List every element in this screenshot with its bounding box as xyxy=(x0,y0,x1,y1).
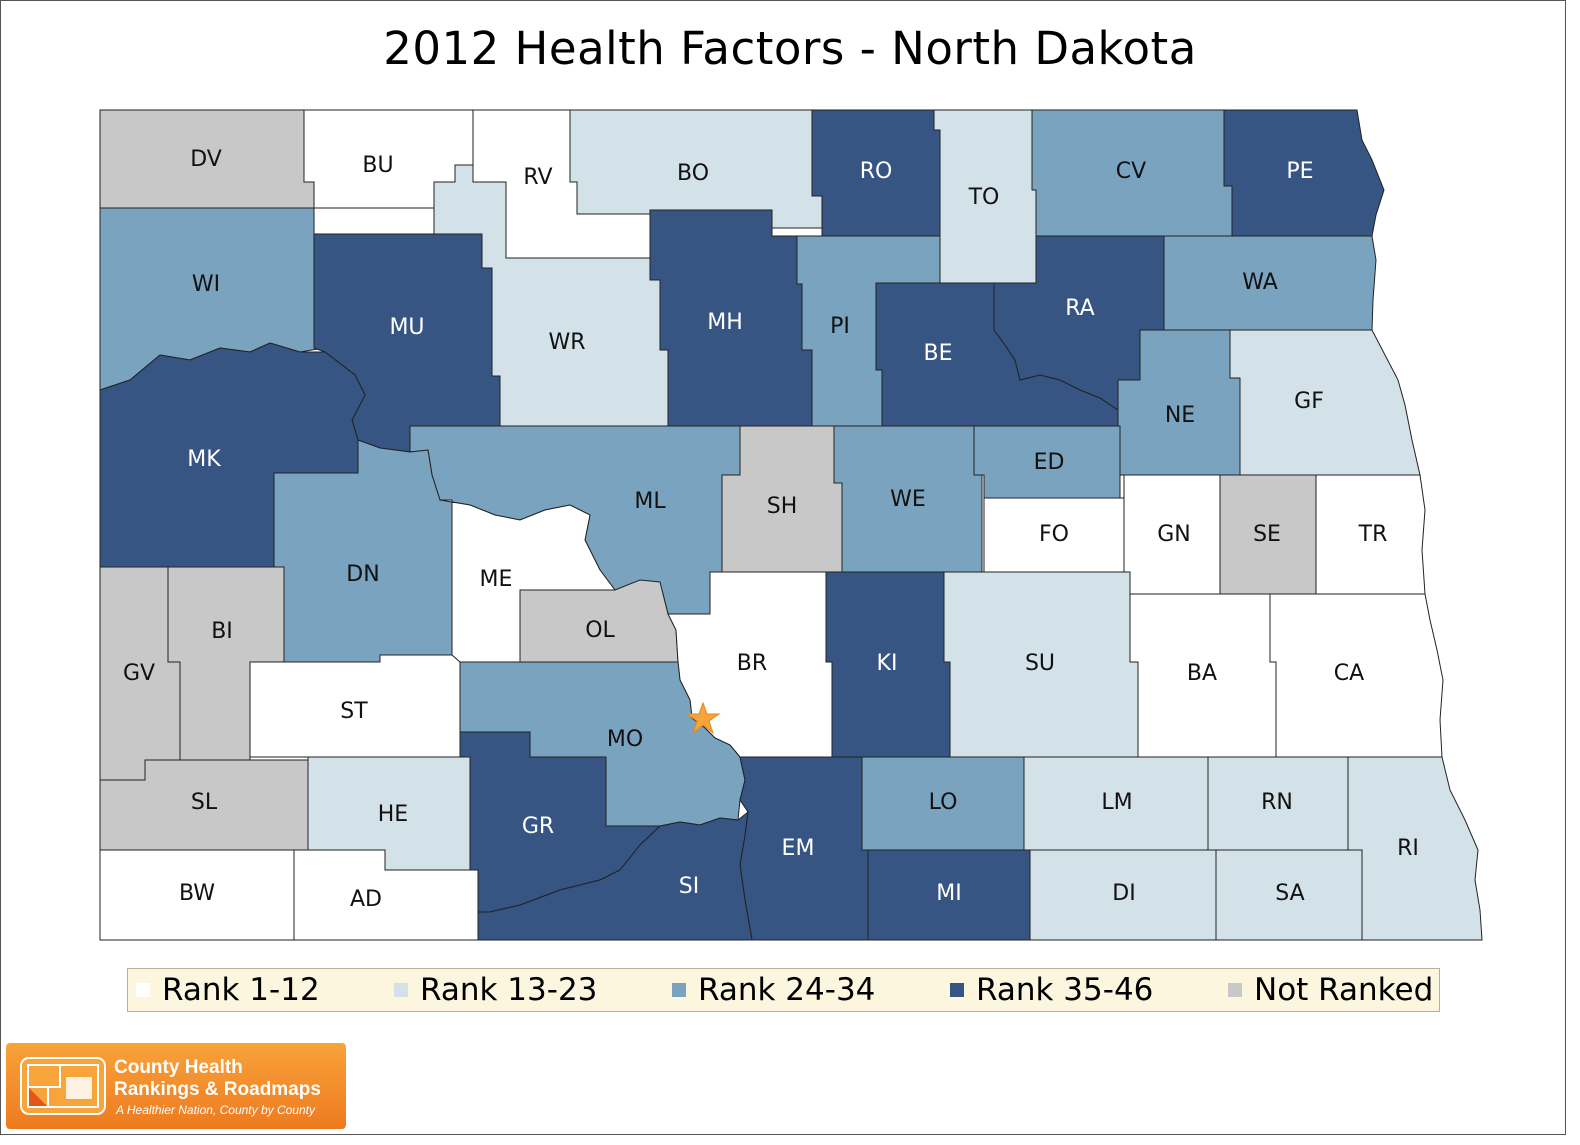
legend-swatch xyxy=(672,983,686,997)
county-label-wa: WA xyxy=(1242,270,1278,295)
county-pe[interactable] xyxy=(1223,109,1385,237)
county-label-mi: MI xyxy=(936,881,961,906)
county-label-gn: GN xyxy=(1157,522,1191,547)
county-label-pe: PE xyxy=(1286,159,1313,184)
county-label-me: ME xyxy=(480,567,513,592)
legend-swatch xyxy=(950,983,964,997)
legend-label: Rank 1-12 xyxy=(162,972,320,1008)
county-label-wr: WR xyxy=(548,330,585,355)
county-label-sl: SL xyxy=(191,790,218,815)
legend-item-rank-1-12: Rank 1-12 xyxy=(136,972,386,1008)
county-label-mo: MO xyxy=(607,727,643,752)
legend-label: Rank 35-46 xyxy=(976,972,1154,1008)
county-label-be: BE xyxy=(924,341,953,366)
county-label-su: SU xyxy=(1025,651,1055,676)
county-label-cv: CV xyxy=(1116,159,1146,184)
county-label-he: HE xyxy=(378,802,408,827)
county-label-lo: LO xyxy=(929,790,958,815)
logo-map-icon xyxy=(20,1057,106,1115)
county-gf[interactable] xyxy=(1229,329,1421,476)
legend-swatch xyxy=(394,983,408,997)
county-dn[interactable] xyxy=(273,439,453,663)
legend-label: Rank 24-34 xyxy=(698,972,876,1008)
legend-item-rank-24-34: Rank 24-34 xyxy=(672,972,942,1008)
capital-star-icon xyxy=(685,701,721,735)
county-label-gv: GV xyxy=(123,661,155,686)
county-label-sh: SH xyxy=(767,494,798,519)
logo-line1: County Health xyxy=(114,1057,243,1078)
county-label-ol: OL xyxy=(585,618,615,643)
county-ad[interactable] xyxy=(293,849,479,941)
county-st[interactable] xyxy=(249,654,461,758)
county-label-lm: LM xyxy=(1101,790,1132,815)
county-label-br: BR xyxy=(737,651,767,676)
county-label-ri: RI xyxy=(1397,836,1419,861)
county-label-dn: DN xyxy=(346,562,379,587)
county-label-st: ST xyxy=(340,699,368,724)
county-ca[interactable] xyxy=(1269,593,1444,758)
county-label-se: SE xyxy=(1253,522,1281,547)
county-label-ad: AD xyxy=(350,887,382,912)
county-si[interactable] xyxy=(477,810,753,941)
logo-line2: Rankings & Roadmaps xyxy=(114,1079,321,1100)
county-label-ed: ED xyxy=(1034,450,1065,475)
county-label-si: SI xyxy=(679,874,699,899)
county-label-sa: SA xyxy=(1275,881,1304,906)
county-label-gf: GF xyxy=(1294,389,1324,414)
county-label-to: TO xyxy=(968,185,1000,210)
county-label-bi: BI xyxy=(211,619,233,644)
county-label-bu: BU xyxy=(362,153,393,178)
county-label-rn: RN xyxy=(1261,790,1293,815)
legend-swatch xyxy=(136,983,150,997)
county-label-ra: RA xyxy=(1065,296,1094,321)
legend: Rank 1-12 Rank 13-23 Rank 24-34 Rank 35-46 N… xyxy=(127,968,1440,1012)
county-label-we: WE xyxy=(890,487,926,512)
county-label-mh: MH xyxy=(707,310,743,335)
map-title: 2012 Health Factors - North Dakota xyxy=(383,22,1197,75)
county-label-fo: FO xyxy=(1039,522,1069,547)
county-health-rankings-logo[interactable]: County Health Rankings & Roadmaps A Heal… xyxy=(6,1043,346,1129)
county-label-dv: DV xyxy=(190,147,222,172)
county-label-ml: ML xyxy=(634,489,666,514)
legend-item-rank-35-46: Rank 35-46 xyxy=(950,972,1220,1008)
county-label-ro: RO xyxy=(860,159,893,184)
county-label-wi: WI xyxy=(192,272,220,297)
county-label-ne: NE xyxy=(1165,403,1195,428)
logo-tagline: A Healthier Nation, County by County xyxy=(116,1103,315,1117)
county-label-bw: BW xyxy=(179,881,215,906)
county-label-gr: GR xyxy=(522,814,554,839)
county-label-tr: TR xyxy=(1358,522,1388,547)
legend-label: Rank 13-23 xyxy=(420,972,598,1008)
county-label-di: DI xyxy=(1112,881,1135,906)
county-label-bo: BO xyxy=(677,161,709,186)
county-sa[interactable] xyxy=(1215,849,1363,941)
legend-label: Not Ranked xyxy=(1254,972,1434,1008)
county-label-mu: MU xyxy=(389,315,424,340)
county-label-ki: KI xyxy=(877,651,898,676)
county-label-mk: MK xyxy=(187,447,221,472)
legend-item-not-ranked: Not Ranked xyxy=(1228,972,1433,1008)
county-label-pi: PI xyxy=(830,314,850,339)
legend-item-rank-13-23: Rank 13-23 xyxy=(394,972,664,1008)
county-label-ba: BA xyxy=(1187,661,1217,686)
county-label-em: EM xyxy=(782,836,815,861)
county-label-rv: RV xyxy=(523,165,552,190)
legend-swatch xyxy=(1228,983,1242,997)
county-label-ca: CA xyxy=(1334,661,1364,686)
